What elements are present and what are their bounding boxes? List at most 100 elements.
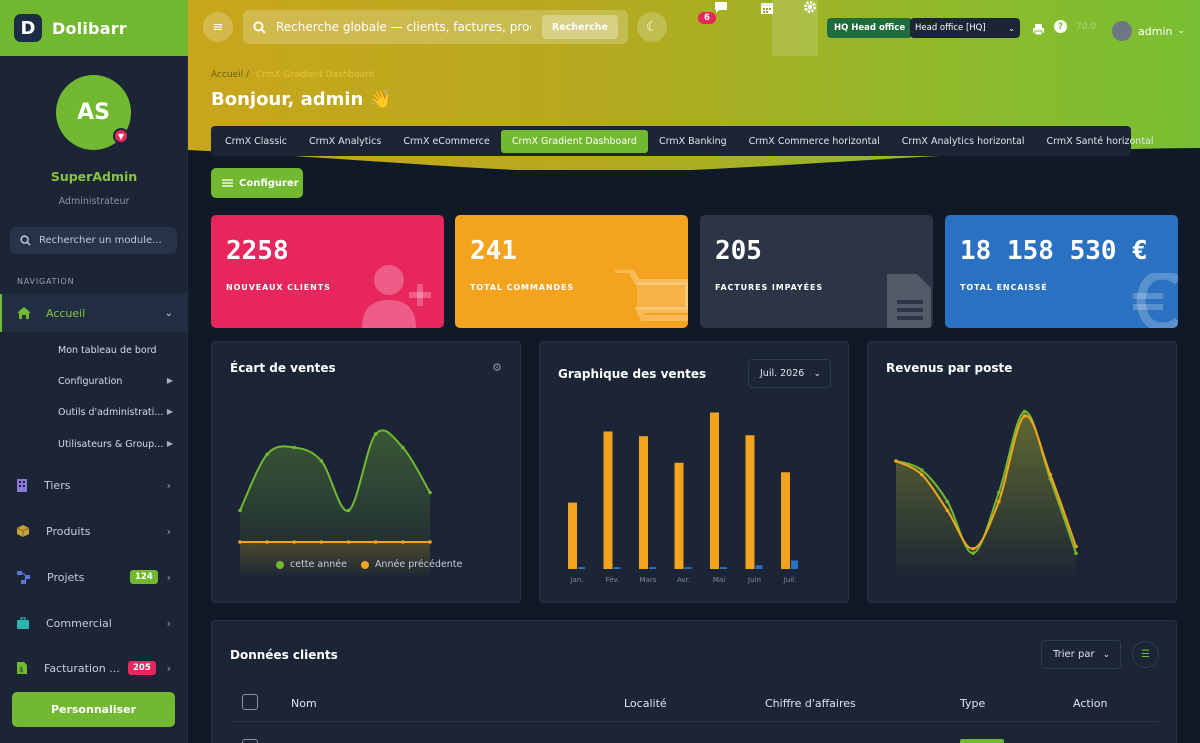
sidebar-subitem-admin-tools[interactable]: Outils d'administrati... ▶ (58, 407, 183, 418)
data-point (265, 452, 269, 457)
data-point (997, 499, 1001, 504)
column-header-type[interactable]: Type (960, 697, 986, 710)
brand-bar[interactable]: D Dolibarr (0, 0, 188, 56)
entity-select[interactable]: Head office [HQ] ⌄ (910, 18, 1020, 38)
chevron-down-icon: ⌄ (1008, 23, 1015, 33)
chat-bubble-icon (715, 2, 727, 13)
data-point (1074, 544, 1078, 549)
bar (639, 436, 648, 569)
tab-crmx-gradient-dashboard[interactable]: CrmX Gradient Dashboard (500, 129, 648, 153)
personalize-button[interactable]: Personnaliser (12, 692, 175, 727)
breadcrumb-home[interactable]: Accueil (211, 70, 244, 80)
sidebar-item-label: Facturation ... (44, 661, 120, 675)
data-point (238, 508, 242, 513)
chevron-right-icon: › (166, 616, 171, 630)
tab-crmx-ecommerce[interactable]: CrmX eCommerce (403, 135, 490, 147)
module-search-input[interactable]: Rechercher un module... (10, 227, 177, 254)
sort-button-label: Trier par (1053, 649, 1095, 660)
card-graphique-ventes: Graphique des ventes Juil. 2026 ⌄ Jan. Fé… (539, 341, 849, 603)
sidebar-subitem-users-groups[interactable]: Utilisateurs & Group... ▶ (58, 439, 183, 450)
kpi-label: NOUVEAUX CLIENTS (226, 283, 331, 292)
data-point (319, 540, 324, 544)
user-avatar[interactable]: AS (56, 75, 131, 150)
avatar-menu-chevron-icon[interactable]: ▼ (113, 128, 129, 144)
column-header-localite[interactable]: Localité (624, 697, 667, 710)
sidebar-subitem-configuration[interactable]: Configuration ▶ (58, 376, 183, 387)
bar (603, 431, 613, 569)
data-point (428, 540, 432, 544)
gear-icon[interactable]: ⚙ (492, 361, 502, 374)
tab-crmx-commerce-horizontal[interactable]: CrmX Commerce horizontal (748, 135, 880, 147)
x-tick-label: Mai (713, 576, 725, 584)
calendar-button[interactable] (760, 0, 774, 19)
help-button[interactable]: ? (1054, 20, 1067, 33)
user-menu[interactable]: admin ⌄ (1112, 21, 1185, 41)
kpi-label: TOTAL COMMANDES (470, 283, 575, 292)
kpi-label: FACTURES IMPAYÉES (715, 283, 824, 292)
select-all-checkbox[interactable] (242, 694, 258, 710)
data-point (292, 445, 297, 450)
kpi-card-total-collected[interactable]: 18 158 530 € TOTAL ENCAISSÉ (945, 215, 1178, 328)
bar (710, 412, 719, 569)
kpi-card-new-clients[interactable]: 2258 NOUVEAUX CLIENTS (211, 215, 444, 328)
x-tick-label: Juil. (783, 576, 797, 584)
chevron-down-icon: ⌄ (1102, 649, 1111, 660)
module-search-placeholder: Rechercher un module... (39, 235, 162, 246)
tab-crmx-analytics[interactable]: CrmX Analytics (309, 135, 382, 147)
header-wave (188, 148, 1200, 180)
kpi-value: 205 (715, 236, 762, 266)
legend-label: cette année (290, 559, 347, 570)
sidebar-item-accueil[interactable]: Accueil ⌄ (0, 294, 187, 332)
clients-table-card: Données clients Trier par ⌄ ☰ Nom Locali… (211, 620, 1177, 743)
admin-avatar (1112, 21, 1132, 41)
dark-mode-toggle[interactable]: ☾ (637, 12, 667, 42)
sidebar-item-label: Projets (47, 570, 85, 584)
card-title: Écart de ventes (230, 361, 336, 375)
chevron-right-icon: › (166, 478, 171, 492)
kpi-card-unpaid-invoices[interactable]: 205 FACTURES IMPAYÉES (700, 215, 933, 328)
card-ecart-ventes: Écart de ventes ⚙ cette année Année préc… (211, 341, 521, 603)
sidebar-item-produits[interactable]: Produits › (0, 516, 187, 546)
column-header-action[interactable]: Action (1073, 697, 1108, 710)
tab-crmx-sante-horizontal[interactable]: CrmX Santé horizontal (1046, 135, 1154, 147)
print-button[interactable] (1032, 21, 1045, 40)
sidebar-item-tiers[interactable]: Tiers › (0, 470, 187, 500)
period-select[interactable]: Juil. 2026 ⌄ (748, 359, 831, 388)
sidebar-item-projets[interactable]: Projets 124 › (0, 562, 187, 592)
messages-button[interactable] (713, 0, 729, 19)
user-plus-icon (362, 265, 431, 328)
card-revenus-poste: Revenus par poste (867, 341, 1177, 603)
sidebar-item-commercial[interactable]: Commercial › (0, 608, 187, 638)
tab-crmx-banking[interactable]: CrmX Banking (658, 135, 727, 147)
configure-label: Configurer (239, 177, 299, 189)
column-header-chiffre-affaires[interactable]: Chiffre d'affaires (765, 697, 856, 710)
sidebar-item-label: Accueil (46, 306, 86, 320)
global-search-input[interactable]: Recherche globale — clients, factures, p… (243, 10, 628, 44)
data-point (997, 490, 1001, 495)
tab-crmx-analytics-horizontal[interactable]: CrmX Analytics horizontal (901, 135, 1025, 147)
bar (781, 472, 790, 569)
data-point (428, 490, 432, 495)
bar (649, 567, 656, 569)
global-search-button[interactable]: Recherche (541, 15, 618, 39)
sidebar-item-facturation[interactable]: $ Facturation ... 205 › (0, 653, 187, 683)
bar (568, 502, 577, 569)
tab-crmx-classic[interactable]: CrmX Classic (225, 135, 288, 147)
bar (674, 462, 684, 569)
hamburger-icon: ≡ (212, 19, 224, 35)
bar (755, 565, 763, 569)
configure-button[interactable]: Configurer (211, 168, 303, 198)
kpi-card-total-orders[interactable]: 241 TOTAL COMMANDES (455, 215, 688, 328)
row-checkbox[interactable] (242, 739, 258, 743)
data-point (919, 472, 924, 477)
breadcrumb-separator: / (246, 70, 250, 80)
table-divider (232, 721, 1158, 722)
sidebar-subitem-label: Utilisateurs & Group... (58, 439, 164, 450)
list-view-button[interactable]: ☰ (1132, 641, 1159, 668)
data-point (401, 540, 405, 544)
settings-button[interactable] (772, 0, 818, 56)
column-header-nom[interactable]: Nom (291, 697, 317, 710)
sort-button[interactable]: Trier par ⌄ (1041, 640, 1121, 669)
menu-toggle-button[interactable]: ≡ (203, 12, 233, 42)
sidebar-subitem-dashboard[interactable]: Mon tableau de bord (58, 345, 183, 356)
